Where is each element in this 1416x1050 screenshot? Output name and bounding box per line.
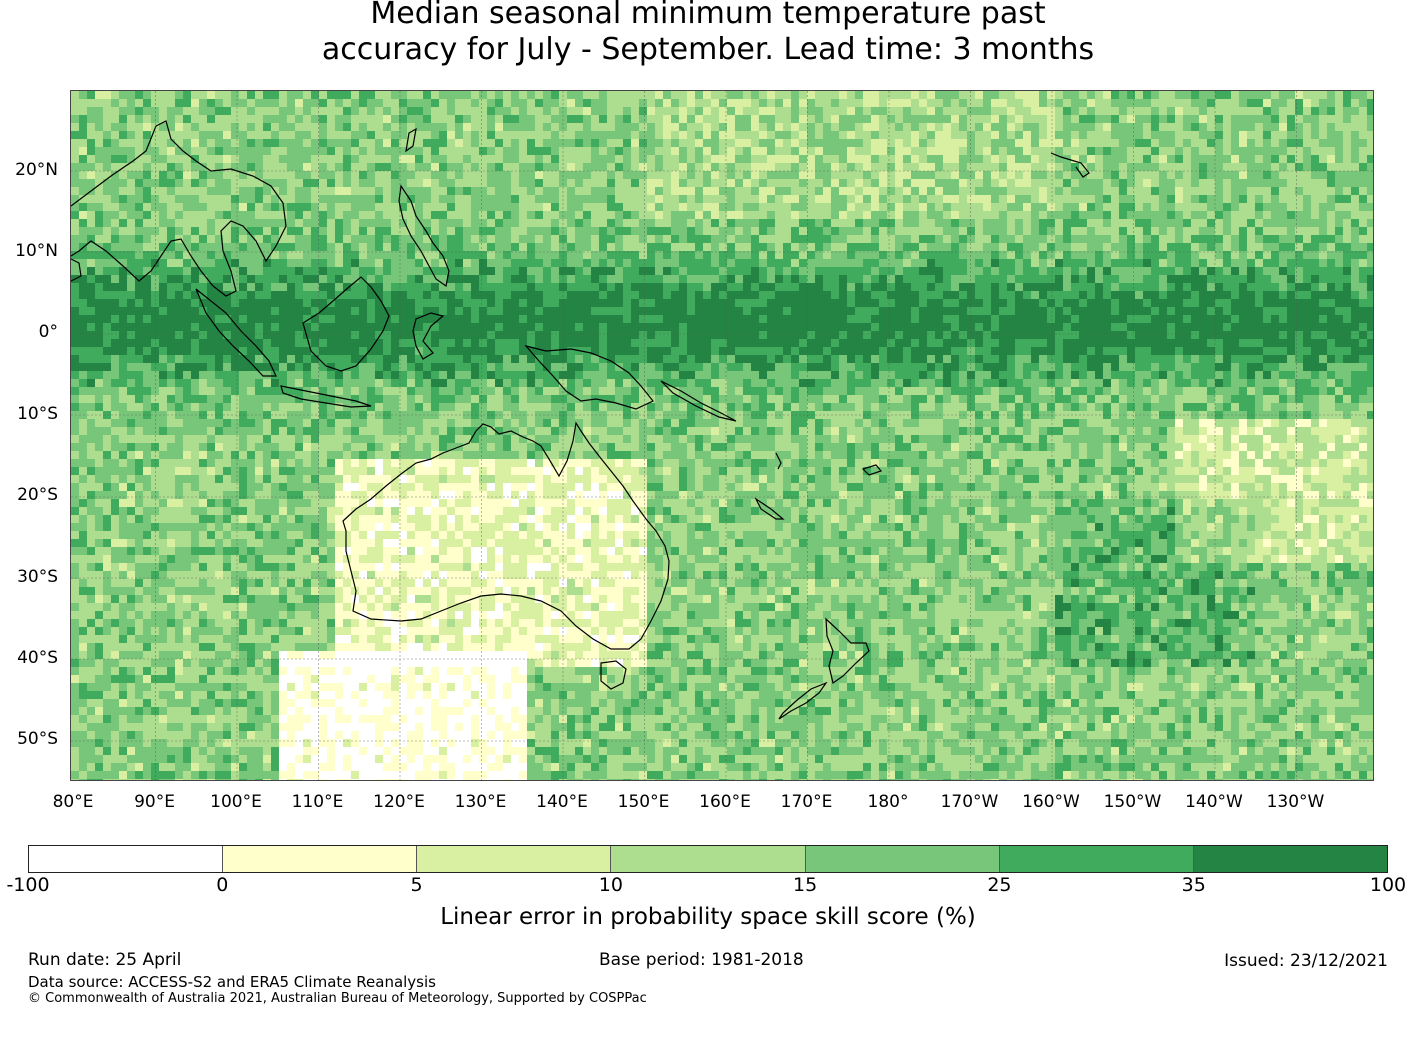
lon-label-12: 160°W xyxy=(1022,792,1080,812)
colorbar-label: Linear error in probability space skill … xyxy=(440,904,976,930)
borneo-coastline xyxy=(302,276,390,372)
sulawesi-coastline xyxy=(412,312,445,360)
new-zealand-north-island-coastline xyxy=(825,617,870,684)
colorbar xyxy=(28,845,1388,873)
lon-label-8: 160°E xyxy=(699,792,751,812)
colorbar-segment-0 xyxy=(29,846,224,872)
lon-label-6: 140°E xyxy=(536,792,588,812)
run-date: Run date: 25 April xyxy=(28,950,182,970)
colorbar-tick-2: 5 xyxy=(410,874,423,896)
coastlines xyxy=(71,120,1090,720)
colorbar-tick-4: 15 xyxy=(793,874,818,896)
sri-lanka-coastline xyxy=(71,258,82,282)
lon-label-4: 120°E xyxy=(373,792,425,812)
issued-date: Issued: 23/12/2021 xyxy=(1224,951,1388,971)
new-caledonia-coastline xyxy=(754,497,785,520)
data-source: Data source: ACCESS-S2 and ERA5 Climate … xyxy=(28,973,436,991)
lat-label-20s: 20°S xyxy=(17,485,58,505)
base-period: Base period: 1981-2018 xyxy=(599,950,804,970)
southeast-asia-mainland-coastline xyxy=(71,120,287,297)
new-guinea-coastline xyxy=(524,344,654,410)
map-title-line-1: Median seasonal minimum temperature past xyxy=(370,0,1046,31)
colorbar-tick-6: 35 xyxy=(1181,874,1206,896)
lon-label-3: 110°E xyxy=(291,792,344,812)
lon-label-14: 140°W xyxy=(1185,792,1243,812)
lon-label-15: 130°W xyxy=(1266,792,1325,812)
colorbar-tick-1: 0 xyxy=(216,874,229,896)
lat-label-0: 0° xyxy=(38,322,58,342)
lon-label-0: 80°E xyxy=(52,792,94,812)
lat-label-40s: 40°S xyxy=(17,648,58,668)
java-coastline xyxy=(280,385,372,408)
lon-label-10: 180° xyxy=(867,792,909,812)
australia-coastline xyxy=(342,421,670,650)
vanuatu-coastline xyxy=(775,452,782,470)
hawaii-coastline xyxy=(1050,152,1090,178)
lat-label-10n: 10°N xyxy=(15,241,58,261)
tasmania-coastline xyxy=(600,660,627,690)
colorbar-segment-3 xyxy=(611,846,806,872)
colorbar-segment-4 xyxy=(805,846,1000,872)
colorbar-segment-5 xyxy=(999,846,1194,872)
map-canvas xyxy=(71,91,1373,780)
lon-label-1: 90°E xyxy=(134,792,175,812)
lon-label-9: 170°E xyxy=(780,792,833,812)
sumatra-coastline xyxy=(195,288,277,377)
lat-label-20n: 20°N xyxy=(15,160,58,180)
graticule xyxy=(71,91,1373,780)
copyright-notice: © Commonwealth of Australia 2021, Austra… xyxy=(28,991,647,1006)
lat-label-50s: 50°S xyxy=(17,729,58,749)
fiji-coastline xyxy=(861,464,883,476)
skill-score-map xyxy=(70,90,1374,781)
new-zealand-south-island-coastline xyxy=(778,681,828,720)
lon-label-11: 170°W xyxy=(940,792,999,812)
lon-label-2: 100°E xyxy=(210,792,262,812)
colorbar-tick-3: 10 xyxy=(598,874,623,896)
lat-label-10s: 10°S xyxy=(17,404,58,424)
lat-label-30s: 30°S xyxy=(17,567,58,587)
colorbar-segment-6 xyxy=(1193,846,1387,872)
lon-label-7: 150°E xyxy=(617,792,670,812)
philippines-coastline xyxy=(398,184,450,288)
colorbar-tick-0: -100 xyxy=(6,874,50,896)
map-title-line-2: accuracy for July - September. Lead time… xyxy=(321,32,1095,67)
skill-score-grid-cells xyxy=(71,91,1373,780)
lon-label-13: 150°W xyxy=(1103,792,1162,812)
colorbar-tick-7: 100 xyxy=(1369,874,1407,896)
taiwan-coastline xyxy=(405,127,417,153)
lon-label-5: 130°E xyxy=(454,792,507,812)
solomon-islands-coastline xyxy=(660,380,737,422)
colorbar-segment-2 xyxy=(417,846,612,872)
colorbar-segment-1 xyxy=(223,846,418,872)
colorbar-tick-5: 25 xyxy=(987,874,1012,896)
